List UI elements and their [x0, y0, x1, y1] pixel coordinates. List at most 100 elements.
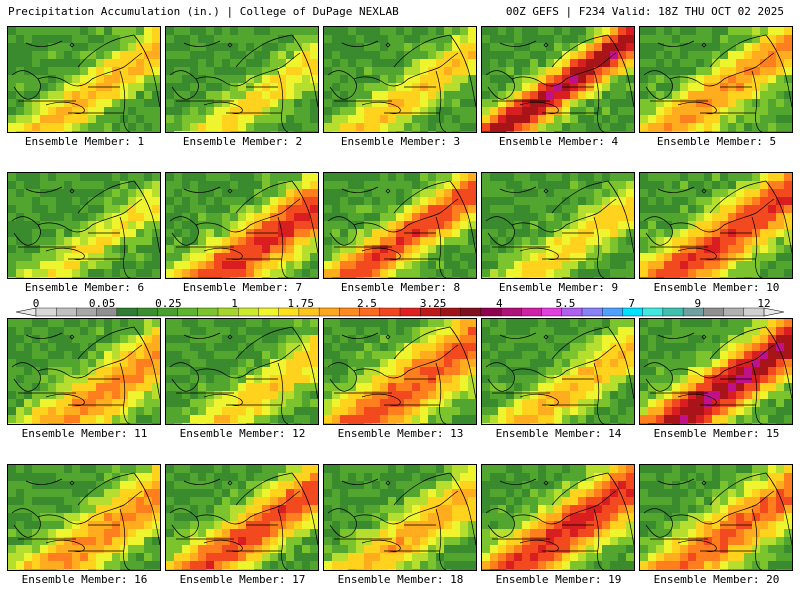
precip-map-7: [166, 173, 318, 278]
colorbar-tick-label: 2.5: [356, 297, 377, 310]
ensemble-member-label-16: Ensemble Member: 16: [21, 573, 148, 586]
colorbar-swatch: [723, 307, 745, 317]
precip-map-5: [640, 27, 792, 132]
colorbar-tick-label: 0.05: [88, 297, 116, 310]
ensemble-map-6: [7, 172, 161, 279]
ensemble-map-13: [323, 318, 477, 425]
colorbar-tick-label: 1.75: [287, 297, 314, 310]
precip-map-18: [324, 465, 476, 570]
colorbar-swatch: [703, 307, 725, 317]
map-outline: [11, 180, 160, 278]
colorbar-tick-label: 4: [495, 297, 503, 310]
map-outline: [169, 34, 318, 132]
colorbar-max-arrow: [763, 307, 785, 317]
ensemble-member-label-15: Ensemble Member: 15: [653, 427, 780, 440]
map-outline: [11, 34, 160, 132]
precip-map-2: [166, 27, 318, 132]
ensemble-map-20: [639, 464, 793, 571]
map-outline: [485, 34, 634, 132]
colorbar-tick-label: 3.25: [419, 297, 447, 310]
ensemble-map-12: [165, 318, 319, 425]
map-outline: [643, 180, 792, 278]
precip-map-10: [640, 173, 792, 278]
ensemble-map-2: [165, 26, 319, 133]
ensemble-member-label-19: Ensemble Member: 19: [495, 573, 622, 586]
colorbar-tick-label: 1: [231, 297, 238, 310]
colorbar-swatch: [56, 307, 78, 317]
map-outline: [327, 34, 476, 132]
ensemble-member-label-1: Ensemble Member: 1: [24, 135, 145, 148]
ensemble-member-label-13: Ensemble Member: 13: [337, 427, 464, 440]
map-outline: [327, 180, 476, 278]
precip-colorbar: [15, 307, 785, 317]
colorbar-swatch: [662, 307, 684, 317]
colorbar-tick-label: 7: [628, 297, 635, 310]
ensemble-member-label-17: Ensemble Member: 17: [179, 573, 306, 586]
colorbar-swatch: [197, 307, 219, 317]
colorbar-swatch: [460, 307, 482, 317]
header-title: Precipitation Accumulation (in.) | Colle…: [8, 5, 399, 18]
map-outline: [643, 326, 792, 424]
ensemble-member-label-2: Ensemble Member: 2: [182, 135, 303, 148]
colorbar-tick-label: 0.25: [155, 297, 182, 310]
map-outline: [327, 472, 476, 570]
ensemble-map-3: [323, 26, 477, 133]
precip-map-15: [640, 319, 792, 424]
ensemble-member-label-9: Ensemble Member: 9: [498, 281, 619, 294]
colorbar-swatch: [116, 307, 138, 317]
map-outline: [327, 326, 476, 424]
colorbar-swatch: [521, 307, 543, 317]
ensemble-map-10: [639, 172, 793, 279]
ensemble-member-label-12: Ensemble Member: 12: [179, 427, 306, 440]
map-outline: [643, 34, 792, 132]
ensemble-map-4: [481, 26, 635, 133]
ensemble-map-8: [323, 172, 477, 279]
precip-map-17: [166, 465, 318, 570]
precip-map-20: [640, 465, 792, 570]
map-outline: [11, 326, 160, 424]
map-outline: [11, 472, 160, 570]
map-outline: [169, 472, 318, 570]
precip-map-11: [8, 319, 160, 424]
ensemble-map-17: [165, 464, 319, 571]
ensemble-member-label-3: Ensemble Member: 3: [340, 135, 461, 148]
ensemble-member-label-8: Ensemble Member: 8: [340, 281, 461, 294]
map-outline: [643, 472, 792, 570]
map-outline: [485, 472, 634, 570]
colorbar-tick-label: 0: [32, 297, 40, 310]
colorbar-tick-label: 5.5: [555, 297, 576, 310]
colorbar-swatch: [500, 307, 522, 317]
precip-map-14: [482, 319, 634, 424]
map-outline: [169, 326, 318, 424]
ensemble-member-label-5: Ensemble Member: 5: [656, 135, 777, 148]
colorbar-swatch: [399, 307, 421, 317]
ensemble-member-label-6: Ensemble Member: 6: [24, 281, 145, 294]
precip-map-4: [482, 27, 634, 132]
colorbar-swatch: [258, 307, 280, 317]
map-outline: [169, 180, 318, 278]
ensemble-map-18: [323, 464, 477, 571]
colorbar-swatch: [318, 307, 340, 317]
ensemble-map-1: [7, 26, 161, 133]
colorbar-swatch: [642, 307, 664, 317]
colorbar-swatch: [379, 307, 401, 317]
ensemble-member-label-18: Ensemble Member: 18: [337, 573, 464, 586]
precip-map-12: [166, 319, 318, 424]
ensemble-map-5: [639, 26, 793, 133]
precip-map-19: [482, 465, 634, 570]
precip-map-8: [324, 173, 476, 278]
precip-map-9: [482, 173, 634, 278]
ensemble-map-19: [481, 464, 635, 571]
colorbar-swatch: [581, 307, 603, 317]
colorbar-swatch: [238, 307, 260, 317]
colorbar-tick-label: 9: [694, 297, 702, 310]
ensemble-member-label-14: Ensemble Member: 14: [495, 427, 622, 440]
ensemble-map-14: [481, 318, 635, 425]
ensemble-map-16: [7, 464, 161, 571]
map-outline: [485, 180, 634, 278]
colorbar-swatch: [602, 307, 624, 317]
ensemble-member-label-11: Ensemble Member: 11: [21, 427, 148, 440]
ensemble-member-label-10: Ensemble Member: 10: [653, 281, 780, 294]
ensemble-map-11: [7, 318, 161, 425]
ensemble-member-label-7: Ensemble Member: 7: [182, 281, 303, 294]
